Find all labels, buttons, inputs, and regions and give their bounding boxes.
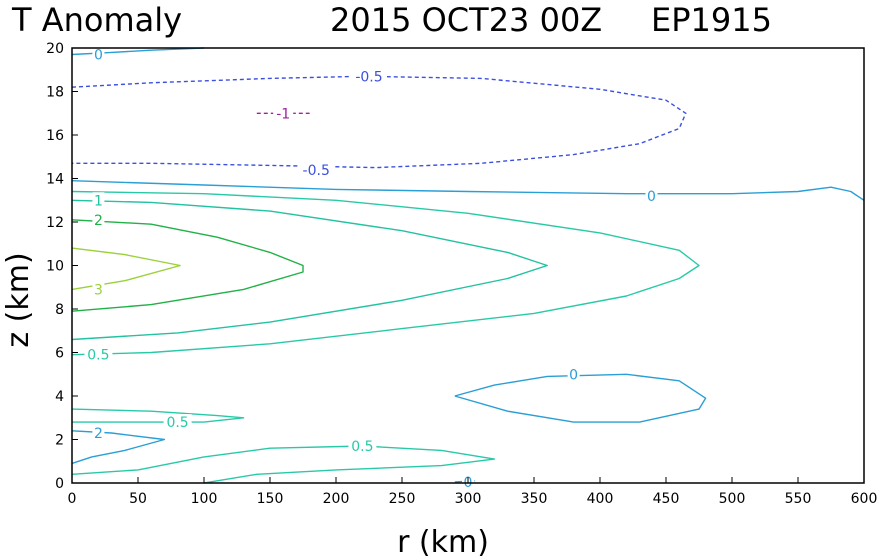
x-tick-label: 150 (257, 491, 284, 507)
contour-label-background (348, 438, 377, 455)
contour-label-background (92, 192, 105, 209)
x-tick-label: 200 (323, 491, 350, 507)
contour-label: 1 (94, 193, 103, 209)
contour-line (454, 373, 707, 423)
contour-label: 0 (647, 189, 656, 205)
x-axis-ticks: 0 50 100 150 200 250 300 350 400 450 500 550 600 (68, 477, 878, 507)
y-tick-label: 4 (55, 389, 64, 405)
contour-label: 0 (569, 367, 578, 383)
y-tick-label: 10 (46, 259, 64, 275)
contour-label: 2 (94, 426, 103, 442)
contour-line (71, 47, 205, 56)
contour-line (71, 75, 687, 169)
x-axis-label: r (km) (397, 525, 489, 559)
contour-label: 3 (94, 282, 103, 298)
x-tick-label: 0 (68, 491, 77, 507)
contour-label-background (92, 46, 105, 63)
contour-line (71, 430, 166, 465)
x-tick-label: 100 (191, 491, 218, 507)
contour-line (71, 190, 700, 356)
y-tick-label: 12 (46, 215, 64, 231)
x-tick-label: 550 (785, 491, 812, 507)
y-tick-label: 0 (55, 476, 64, 492)
contour-label: -0.5 (355, 69, 382, 85)
y-tick-label: 16 (46, 128, 64, 144)
y-tick-label: 18 (46, 85, 64, 101)
contour-label: -0.5 (303, 163, 330, 179)
x-tick-label: 400 (587, 491, 614, 507)
contour-label-background (351, 68, 387, 85)
contour-line (71, 247, 181, 291)
y-tick-label: 8 (55, 302, 64, 318)
contour-label-background (298, 161, 335, 178)
y-axis-label: z (km) (1, 252, 36, 347)
y-tick-label: 2 (55, 433, 64, 449)
contour-label-background (273, 105, 294, 122)
title-storm-id: EP1915 (651, 1, 772, 39)
x-tick-label: 300 (455, 491, 482, 507)
contour-label: -1 (276, 106, 290, 122)
x-tick-label: 50 (129, 491, 147, 507)
contour-label-background (92, 211, 105, 228)
contour-label: 0.5 (166, 415, 188, 431)
contour-label: 0.5 (351, 439, 373, 455)
x-tick-label: 500 (719, 491, 746, 507)
x-tick-label: 450 (653, 491, 680, 507)
contour-label: 0 (94, 48, 103, 64)
title-left: T Anomaly (12, 1, 183, 39)
contour-line (71, 445, 496, 484)
contour-label-background (92, 281, 105, 298)
y-tick-label: 6 (55, 346, 64, 362)
contour-label: 0.5 (87, 348, 109, 364)
contour-label-background (84, 346, 113, 363)
y-axis-ticks: 0 2 4 6 8 10 12 14 16 18 20 (46, 41, 78, 492)
contour-line (71, 180, 865, 201)
title-date: 2015 OCT23 00Z (330, 1, 603, 39)
contour-line (71, 199, 548, 341)
contour-label: 2 (94, 213, 103, 229)
contour-label-background (567, 366, 580, 383)
y-tick-label: 20 (46, 41, 64, 57)
contour-label-background (92, 424, 105, 441)
y-tick-label: 14 (46, 172, 64, 188)
x-tick-label: 350 (521, 491, 548, 507)
contour-line (71, 219, 304, 312)
contour-label-background (163, 414, 192, 431)
contour-line (71, 408, 245, 423)
x-tick-label: 600 (851, 491, 878, 507)
contour-label-background (645, 187, 658, 204)
x-tick-label: 250 (389, 491, 416, 507)
